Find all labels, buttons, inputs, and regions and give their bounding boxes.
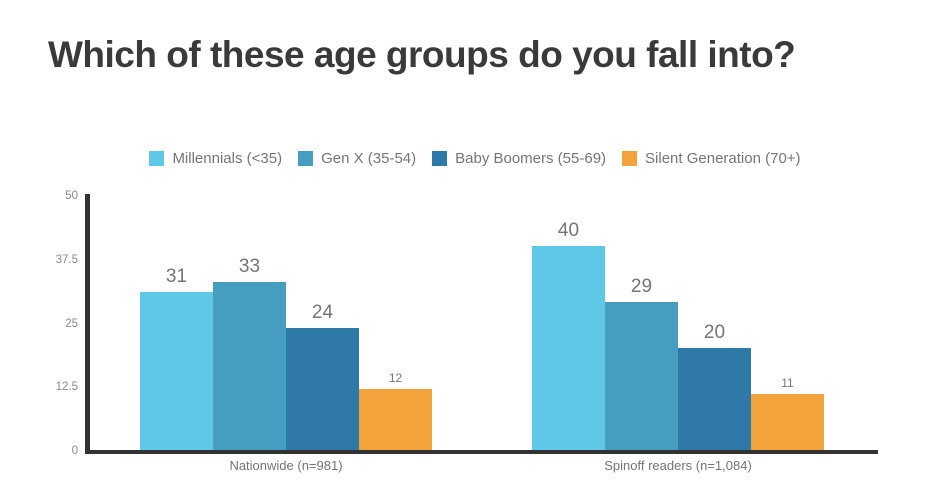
x-axis-line — [85, 450, 878, 454]
bar — [751, 394, 824, 450]
bar — [286, 328, 359, 450]
legend-label: Silent Generation (70+) — [645, 150, 801, 167]
bar-value-label: 12 — [388, 371, 403, 385]
bar — [678, 348, 751, 450]
chart-title: Which of these age groups do you fall in… — [48, 34, 796, 75]
bar-value-label: 31 — [165, 266, 188, 287]
bar-value-label: 11 — [781, 376, 794, 390]
legend-swatch-icon — [622, 151, 638, 166]
bar-value-label: 24 — [311, 302, 334, 323]
y-tick-label: 12.5 — [55, 381, 78, 394]
category-label: Spinoff readers (n=1,084) — [604, 458, 752, 473]
y-tick-label: 25 — [65, 317, 78, 330]
bar — [140, 292, 213, 450]
bar — [532, 246, 605, 450]
legend-label: Baby Boomers (55-69) — [455, 150, 607, 167]
legend-item: Baby Boomers (55-69) — [432, 150, 606, 167]
bar — [605, 302, 678, 450]
y-tick-label: 37.5 — [55, 253, 78, 266]
bar-value-label: 20 — [703, 322, 726, 343]
y-tick-label: 50 — [65, 190, 78, 202]
legend-item: Gen X (35-54) — [298, 150, 416, 167]
legend-item: Silent Generation (70+) — [622, 150, 801, 167]
legend-label: Millennials (<35) — [172, 150, 283, 167]
bar-value-label: 33 — [238, 256, 261, 277]
legend-label: Gen X (35-54) — [321, 150, 417, 167]
legend-item: Millennials (<35) — [149, 150, 282, 167]
bar-value-label: 29 — [630, 276, 653, 297]
y-tick-label: 0 — [71, 445, 78, 457]
legend: Millennials (<35) Gen X (35-54) Baby Boome… — [0, 150, 950, 167]
legend-swatch-icon — [298, 151, 314, 166]
bar — [213, 282, 286, 450]
legend-swatch-icon — [149, 151, 165, 166]
bar — [359, 389, 432, 450]
category-label: Nationwide (n=981) — [229, 458, 343, 473]
legend-swatch-icon — [432, 151, 448, 166]
bar-value-label: 40 — [557, 220, 580, 241]
y-axis-line — [85, 194, 90, 454]
